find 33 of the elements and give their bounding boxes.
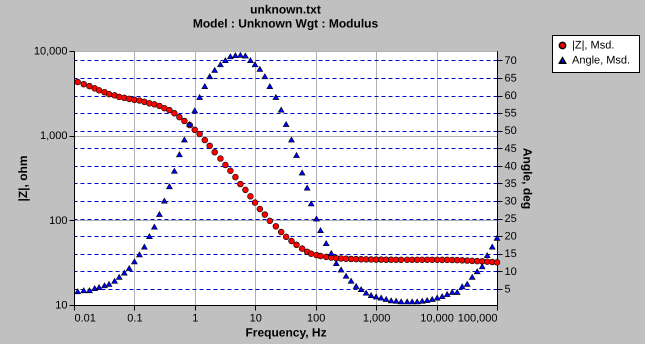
x-tick-label: 1 <box>192 312 198 324</box>
y-tick-label: 100 <box>49 214 68 227</box>
y2-tick-label: 20 <box>504 230 517 243</box>
chart-title: unknown.txt <box>250 2 321 16</box>
y-tick-label: 1,000 <box>40 130 68 142</box>
y2-tick-label: 60 <box>504 90 517 102</box>
y-axis-title: |Z|, ohm <box>16 155 30 202</box>
y2-tick-label: 50 <box>504 125 517 138</box>
y2-tick-label: 10 <box>504 266 517 278</box>
y-tick-label: 10 <box>55 300 68 312</box>
y2-tick-label: 70 <box>504 54 517 67</box>
x-axis-title: Frequency, Hz <box>245 326 327 340</box>
x-tick-label: 10,000 <box>420 312 454 324</box>
chart-subtitle: Model : Unknown Wgt : Modulus <box>192 16 378 30</box>
y-tick-label: 10,000 <box>34 46 68 58</box>
x-tick-label: 100,000 <box>458 312 498 324</box>
x-tick-label: 100 <box>307 312 326 324</box>
y2-tick-label: 55 <box>504 108 517 120</box>
y2-axis-title: Angle, deg <box>520 148 535 210</box>
y2-tick-label: 45 <box>504 142 517 155</box>
legend-label: |Z|, Msd. <box>572 40 614 52</box>
y2-tick-label: 15 <box>504 248 517 260</box>
y2-tick-label: 35 <box>504 178 517 190</box>
x-tick-label: 0.1 <box>127 312 143 324</box>
x-tick-label: 10 <box>250 312 262 324</box>
y2-tick-label: 30 <box>504 196 517 208</box>
legend-label: Angle, Msd. <box>572 54 630 66</box>
y2-tick-label: 65 <box>504 72 517 85</box>
x-tick-label: 1,000 <box>362 312 390 324</box>
x-tick-label: 0.01 <box>74 312 96 324</box>
y2-tick-label: 40 <box>504 160 517 172</box>
y2-tick-label: 5 <box>504 283 511 296</box>
y2-tick-label: 25 <box>504 213 517 226</box>
